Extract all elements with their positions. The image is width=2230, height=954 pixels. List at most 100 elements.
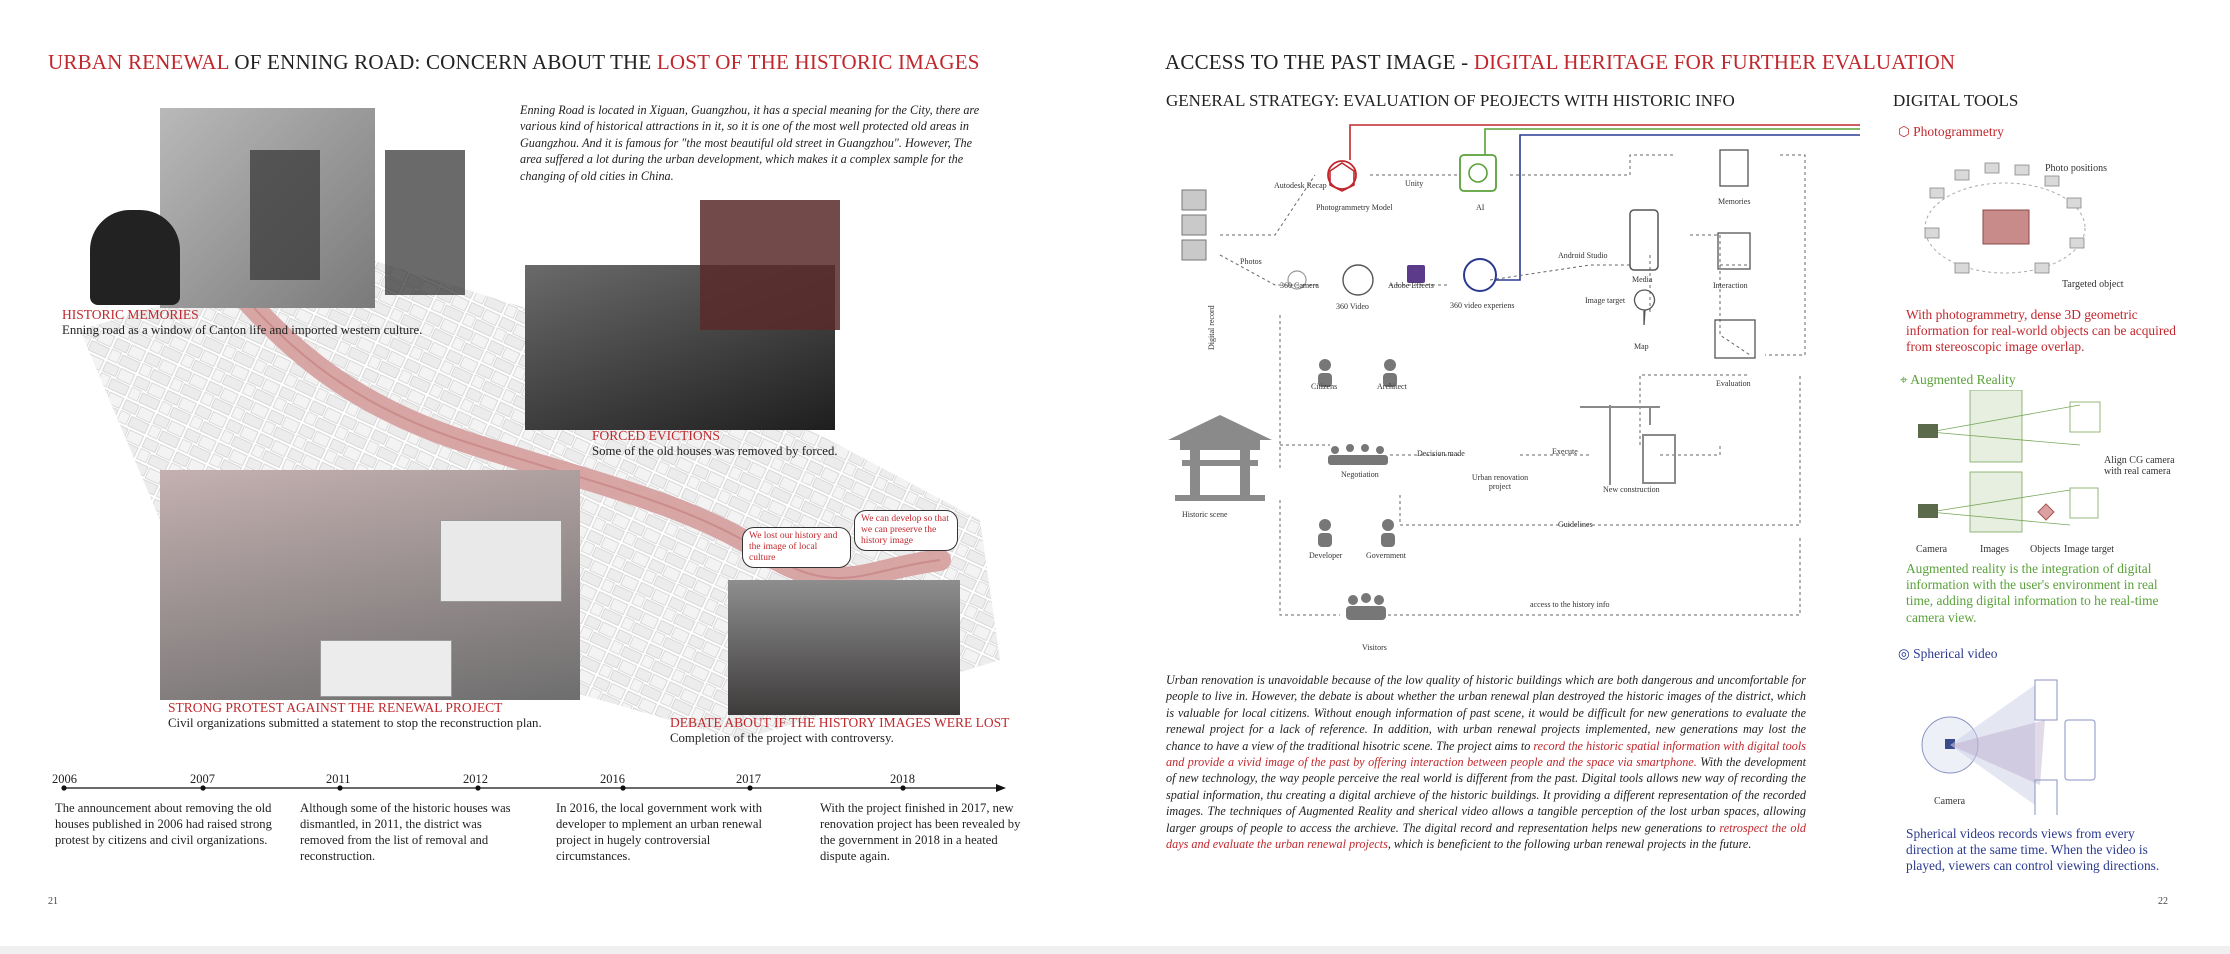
ar-illustration: [1918, 390, 2101, 533]
timeline-axis: [61, 784, 1006, 792]
strategy-diagram: [1168, 124, 1860, 620]
debate-photo: [728, 580, 960, 715]
label-media: Media: [1632, 275, 1653, 284]
timeline-entry: In 2016, the local government work with …: [556, 801, 763, 863]
label-photos: Photos: [1240, 257, 1262, 266]
label-unity: Unity: [1405, 179, 1424, 188]
label-map: Map: [1634, 342, 1649, 351]
spherical-video-illustration: [1921, 679, 2096, 815]
strategy-body-paragraph: Urban renovation is unavoidable because …: [1166, 672, 1806, 852]
label-adobe-effects: Adobe Effects: [1388, 281, 1434, 290]
photogrammetry-icon: ⬡: [1898, 124, 1914, 139]
label-guidelines: Guidelines: [1558, 520, 1593, 529]
caption-text: Enning road as a window of Canton life a…: [62, 323, 423, 337]
label-ar-camera: Camera: [1916, 544, 1948, 555]
headline-part-red-2: LOST OF THE HISTORIC IMAGES: [656, 50, 980, 74]
left-headline: URBAN RENEWAL OF ENNING ROAD: CONCERN AB…: [48, 50, 980, 75]
caption-text: Some of the old houses was removed by fo…: [592, 444, 838, 458]
photogrammetry-illustration: [1924, 162, 2086, 274]
timeline-year: 2017: [736, 772, 761, 786]
tool-spherical-label: Spherical video: [1913, 646, 1998, 661]
label-interaction: Interaction: [1713, 281, 1748, 290]
protest-sign: [320, 640, 452, 697]
tool-ar-label: Augmented Reality: [1910, 372, 2016, 387]
body-text: With the development of new technology, …: [1166, 755, 1806, 835]
label-new-construction: New construction: [1603, 485, 1660, 494]
tool-ar-text: Augmented reality is the integration of …: [1906, 561, 2159, 625]
rickshaw-figure: [90, 210, 180, 305]
label-memories: Memories: [1718, 197, 1751, 206]
caption-title: HISTORIC MEMORIES: [62, 307, 199, 322]
protest-banner: [440, 520, 562, 602]
label-ar-images: Images: [1980, 544, 2009, 555]
street-people-figure: [250, 150, 320, 280]
bottom-strip: [0, 946, 2230, 954]
label-spherical-camera: Camera: [1934, 796, 1966, 807]
label-360-video: 360 Video: [1336, 302, 1369, 311]
label-negotiation: Negotiation: [1341, 470, 1379, 479]
label-historic-scene: Historic scene: [1182, 510, 1228, 519]
label-photogrammetry-model: Photogrammetry Model: [1316, 203, 1393, 212]
label-execute: Execute: [1552, 447, 1578, 456]
label-360-video-experience: 360 video experiens: [1450, 301, 1515, 310]
caption-title: FORCED EVICTIONS: [592, 428, 720, 443]
label-evaluation: Evaluation: [1716, 379, 1751, 388]
label-ai: AI: [1476, 203, 1485, 212]
label-visitors: Visitors: [1362, 643, 1387, 652]
caption-historic-memories: HISTORIC MEMORIES Enning road as a windo…: [62, 307, 422, 338]
caption-text: Civil organizations submitted a statemen…: [168, 716, 542, 730]
excavator-photo: [700, 200, 840, 330]
caption-title: STRONG PROTEST AGAINST THE RENEWAL PROJE…: [168, 700, 503, 715]
label-targeted-object: Targeted object: [2062, 279, 2124, 290]
spherical-video-icon: ◎: [1898, 646, 1914, 661]
body-text: Urban renovation is unavoidable because …: [1166, 673, 1806, 753]
label-photo-positions: Photo positions: [2045, 163, 2107, 174]
page-number-right: 22: [2158, 896, 2168, 907]
headline-part-red: URBAN RENEWAL: [48, 50, 229, 74]
timeline-year: 2018: [890, 772, 915, 786]
label-align-camera: Align CG camera with real camera: [2104, 455, 2175, 477]
timeline-year: 2006: [52, 772, 77, 786]
photogrammetry-model-icon: [1327, 160, 1357, 190]
timeline-year: 2011: [326, 772, 351, 786]
label-digital-record: Digital record: [1207, 305, 1216, 350]
tool-photogrammetry-text: With photogrammetry, dense 3D geometric …: [1906, 307, 2176, 355]
headline-part-black: OF ENNING ROAD: CONCERN ABOUT THE: [228, 50, 657, 74]
headline-part-red: DIGITAL HERITAGE FOR FURTHER EVALUATION: [1473, 50, 1956, 74]
tool-ar-title: ⌖ Augmented Reality: [1900, 372, 2016, 388]
timeline-entry: Although some of the historic houses was…: [300, 801, 511, 863]
label-government: Government: [1366, 551, 1406, 560]
right-headline: ACCESS TO THE PAST IMAGE - DIGITAL HERIT…: [1165, 50, 1955, 75]
label-citizens: Citizens: [1311, 382, 1338, 391]
caption-strong-protest: STRONG PROTEST AGAINST THE RENEWAL PROJE…: [168, 700, 542, 731]
page-number-left: 21: [48, 896, 58, 907]
left-intro-paragraph: Enning Road is located in Xiguan, Guangz…: [520, 103, 980, 183]
tool-spherical-title: ◎ Spherical video: [1898, 646, 1998, 662]
caption-text: Completion of the project with controver…: [670, 731, 894, 745]
timeline-entry: The announcement about removing the old …: [55, 801, 272, 847]
caption-debate: DEBATE ABOUT IF THE HISTORY IMAGES WERE …: [670, 715, 1009, 746]
label-ar-image-target: Image target: [2064, 544, 2115, 555]
headline-part-black: ACCESS TO THE PAST IMAGE -: [1165, 50, 1474, 74]
label-android-studio: Android Studio: [1558, 251, 1608, 260]
woman-figure: [385, 150, 465, 295]
body-highlight: retrospect the old days and evaluate the…: [1166, 820, 1806, 852]
speech-bubble-lost: We lost our history and the image of loc…: [742, 527, 851, 568]
label-access-history-info: access to the history info: [1530, 600, 1610, 609]
strategy-title: GENERAL STRATEGY: EVALUATION OF PEOJECTS…: [1166, 91, 1735, 110]
ar-icon: ⌖: [1900, 372, 1911, 387]
label-autodesk-recap: Autodesk Recap: [1274, 181, 1327, 190]
body-text: , which is beneficient to the following …: [1387, 837, 1752, 852]
label-developer: Developer: [1309, 551, 1343, 560]
caption-title: DEBATE ABOUT IF THE HISTORY IMAGES WERE …: [670, 715, 1010, 730]
timeline-year: 2012: [463, 772, 488, 786]
label-ar-objects: Objects: [2030, 544, 2061, 555]
tools-title: DIGITAL TOOLS: [1893, 91, 2019, 110]
tool-spherical-text: Spherical videos records views from ever…: [1906, 826, 2160, 874]
label-360-camera: 360 Camera: [1280, 281, 1319, 290]
label-decision-made: Decision made: [1417, 449, 1465, 458]
label-architect: Architect: [1377, 382, 1407, 391]
tool-photogrammetry-label: Photogrammetry: [1913, 124, 2004, 139]
timeline-year: 2007: [190, 772, 215, 786]
timeline-year: 2016: [600, 772, 625, 786]
